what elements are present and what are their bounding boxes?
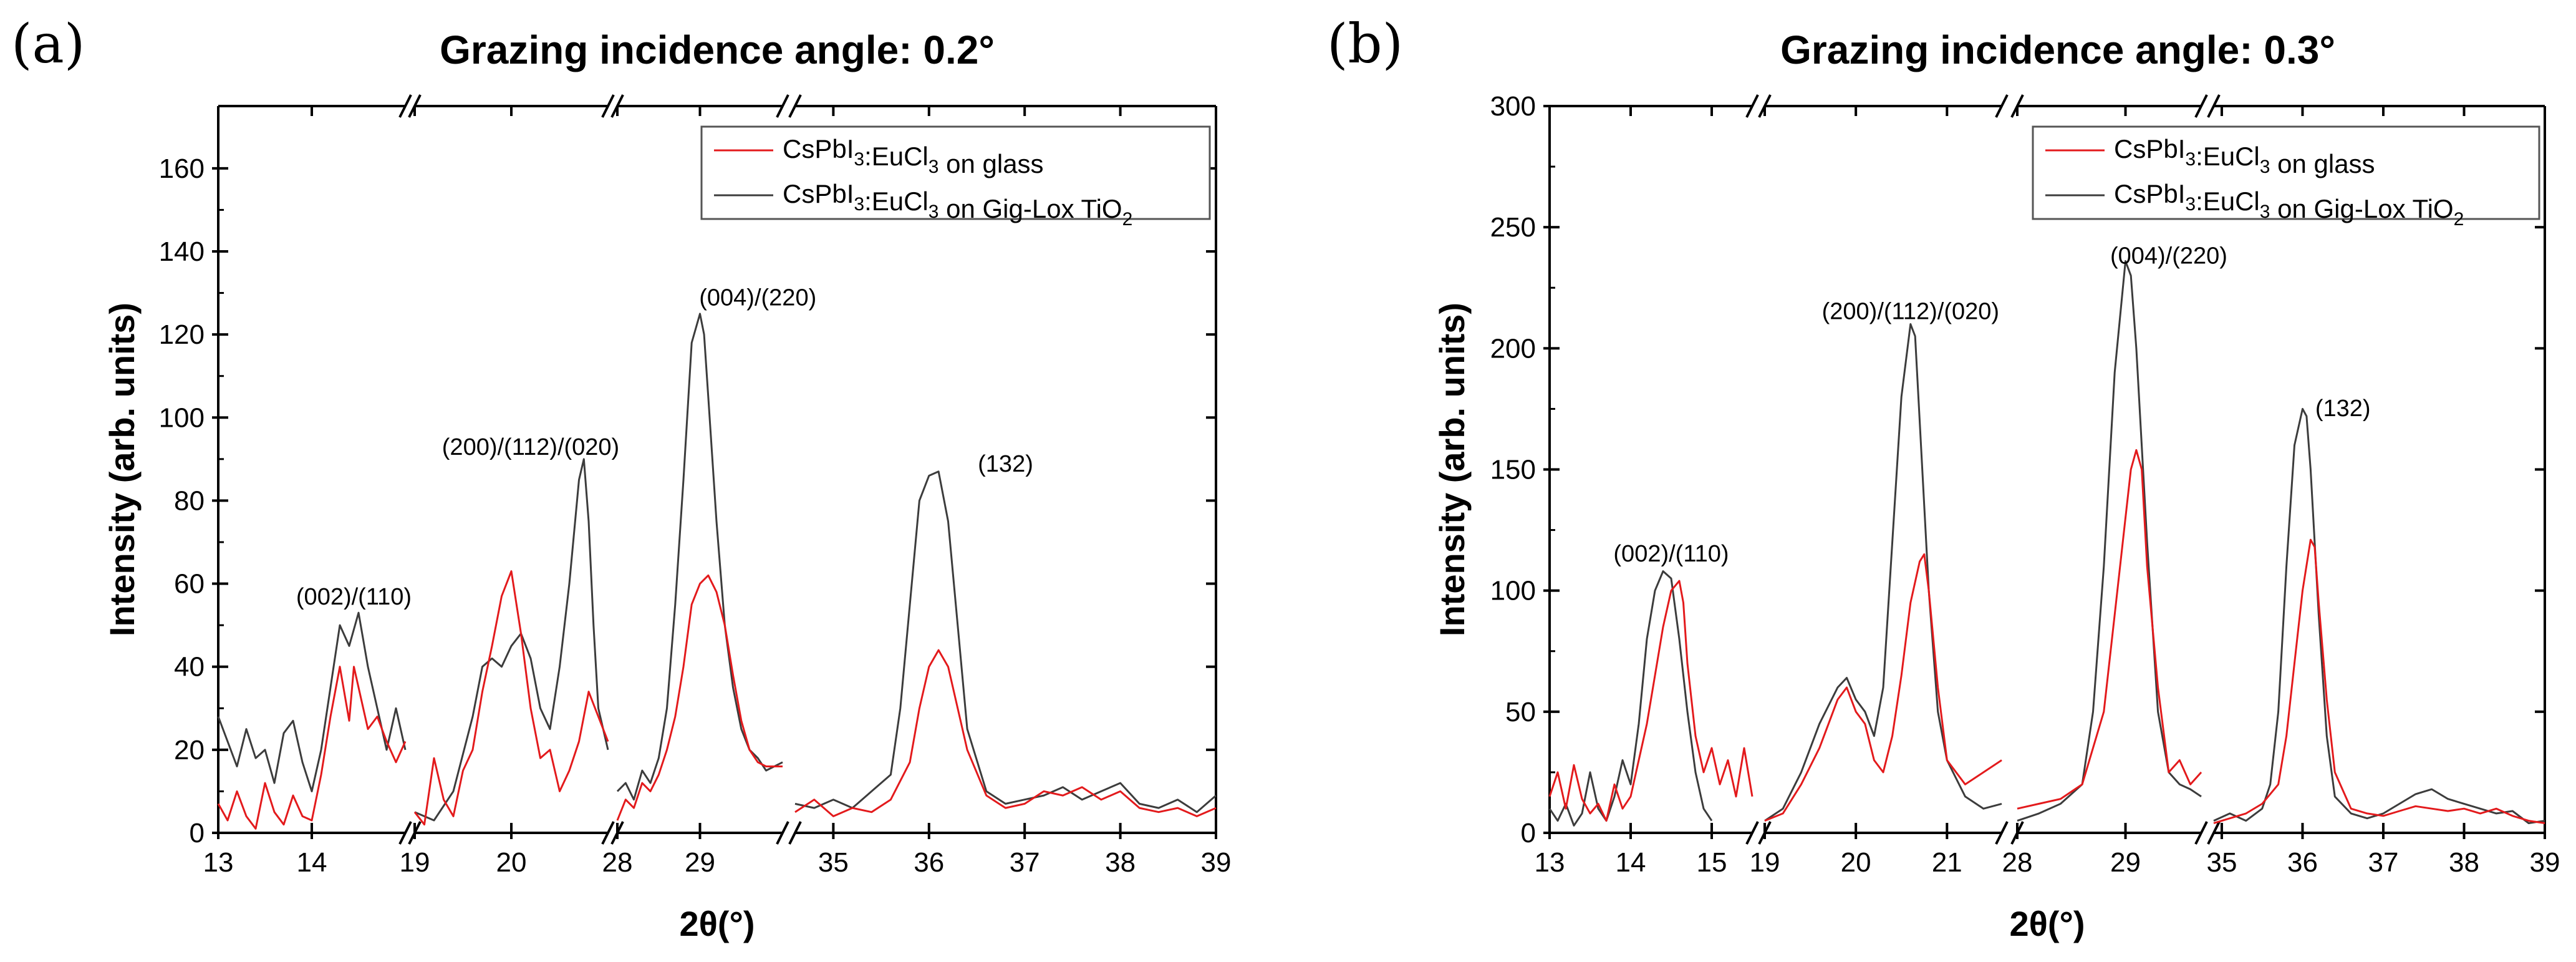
x-tick-label: 20 xyxy=(496,847,527,878)
peak-annotation: (004)/(220) xyxy=(2110,243,2227,269)
chart-panel-b: (b) Grazing incidence angle: 0.3° 0 50 100 15… xyxy=(1327,13,2560,943)
y-tick-label: 100 xyxy=(1490,576,1536,606)
axis-break-mark xyxy=(398,821,412,845)
y-tick-label: 200 xyxy=(1490,333,1536,364)
y-tick-label: 100 xyxy=(159,402,205,433)
series-line-glass xyxy=(616,574,783,821)
panel-label: (a) xyxy=(11,13,85,75)
y-tick-label: 160 xyxy=(159,153,205,184)
series-line-tio2 xyxy=(2017,260,2202,822)
series-line-tio2 xyxy=(2213,407,2545,824)
x-tick-label: 13 xyxy=(1535,847,1565,878)
axis-break-mark xyxy=(2207,821,2221,845)
series-line-tio2 xyxy=(1548,570,1713,827)
x-tick-label: 36 xyxy=(2287,847,2318,878)
y-tick-label: 120 xyxy=(159,319,205,350)
y-tick-label: 60 xyxy=(174,569,205,600)
x-tick-label: 15 xyxy=(1697,847,1727,878)
panel-label: (b) xyxy=(1327,13,1403,75)
x-tick-label: 37 xyxy=(1010,847,1040,878)
peak-annotation: (132) xyxy=(2315,396,2371,422)
x-tick-label: 38 xyxy=(1105,847,1136,878)
axis-break-mark xyxy=(2207,94,2221,118)
x-tick-label: 14 xyxy=(297,847,327,878)
peak-annotation: (002)/(110) xyxy=(296,584,412,610)
y-tick-label: 300 xyxy=(1490,91,1536,122)
x-tick-label: 35 xyxy=(818,847,849,878)
series-line-glass xyxy=(217,666,407,830)
x-tick-label: 29 xyxy=(2110,847,2141,878)
x-tick-label: 39 xyxy=(1201,847,1232,878)
series-line-glass xyxy=(1764,553,2002,822)
peak-annotation: (200)/(112)/(020) xyxy=(1822,299,1999,325)
axis-break-mark xyxy=(2194,821,2208,845)
axis-break-mark xyxy=(1745,94,1759,118)
axis-break-mark xyxy=(601,94,615,118)
legend-box xyxy=(2032,125,2540,220)
y-axis-label: Intensity (arb. units) xyxy=(1432,303,1472,636)
x-axis-label: 2θ(°) xyxy=(2009,904,2085,943)
axis-break-mark xyxy=(788,821,802,845)
x-tick-label: 37 xyxy=(2368,847,2398,878)
series-line-tio2 xyxy=(414,458,609,822)
series-line-tio2 xyxy=(1764,323,2002,822)
series-line-glass xyxy=(794,649,1217,817)
chart-title: Grazing incidence angle: 0.2° xyxy=(440,27,995,72)
series-line-glass xyxy=(1548,580,1754,822)
y-axis-label: Intensity (arb. units) xyxy=(102,303,142,636)
y-tick-label: 0 xyxy=(190,818,205,848)
x-tick-label: 20 xyxy=(1841,847,1871,878)
x-tick-label: 29 xyxy=(685,847,715,878)
x-tick-label: 35 xyxy=(2206,847,2237,878)
x-tick-label: 28 xyxy=(602,847,633,878)
y-tick-label: 140 xyxy=(159,236,205,267)
x-tick-label: 21 xyxy=(1932,847,1962,878)
axis-break-mark xyxy=(601,821,615,845)
x-tick-label: 28 xyxy=(2002,847,2033,878)
series-line-glass xyxy=(2213,538,2545,824)
y-tick-label: 40 xyxy=(174,652,205,683)
peak-annotation: (200)/(112)/(020) xyxy=(442,434,619,460)
y-tick-label: 20 xyxy=(174,735,205,765)
series-line-glass xyxy=(413,570,609,826)
series-line-glass xyxy=(2017,449,2202,810)
series-line-tio2 xyxy=(217,611,407,792)
y-tick-label: 0 xyxy=(1521,818,1536,848)
peak-annotation: (002)/(110) xyxy=(1613,541,1729,567)
axis-break-mark xyxy=(398,94,412,118)
y-tick-label: 80 xyxy=(174,485,205,516)
x-tick-label: 38 xyxy=(2449,847,2479,878)
peak-annotation: (132) xyxy=(978,451,1033,477)
legend-label-glass: CsPbI3:EuCl3 on glass xyxy=(783,134,1044,178)
legend-box xyxy=(700,125,1211,220)
axis-break-mark xyxy=(1995,821,2009,845)
legend-label-glass: CsPbI3:EuCl3 on glass xyxy=(2114,134,2375,178)
legend-label-tio2: CsPbI3:EuCl3 on Gig-Lox TiO2 xyxy=(2114,179,2464,230)
x-tick-label: 14 xyxy=(1616,847,1646,878)
axis-break-mark xyxy=(2194,94,2208,118)
y-tick-label: 50 xyxy=(1505,697,1536,727)
series-line-tio2 xyxy=(794,470,1217,814)
x-tick-label: 13 xyxy=(203,847,234,878)
x-tick-label: 39 xyxy=(2530,847,2560,878)
series-line-tio2 xyxy=(616,313,783,801)
x-tick-label: 36 xyxy=(914,847,944,878)
axis-break-mark xyxy=(788,94,802,118)
peak-annotation: (004)/(220) xyxy=(699,285,816,311)
y-tick-label: 150 xyxy=(1490,455,1536,485)
chart-title: Grazing incidence angle: 0.3° xyxy=(1780,27,2335,72)
legend-label-tio2: CsPbI3:EuCl3 on Gig-Lox TiO2 xyxy=(783,179,1132,230)
x-axis-label: 2θ(°) xyxy=(679,904,755,943)
axis-break-mark xyxy=(776,94,789,118)
x-tick-label: 19 xyxy=(400,847,430,878)
x-tick-label: 19 xyxy=(1750,847,1780,878)
chart-panel-a: (a) Grazing incidence angle: 0.2° 0 20 40 60 8… xyxy=(11,13,1231,943)
axis-break-mark xyxy=(1745,821,1759,845)
axis-break-mark xyxy=(776,821,789,845)
axis-break-mark xyxy=(1995,94,2009,118)
y-tick-label: 250 xyxy=(1490,212,1536,243)
